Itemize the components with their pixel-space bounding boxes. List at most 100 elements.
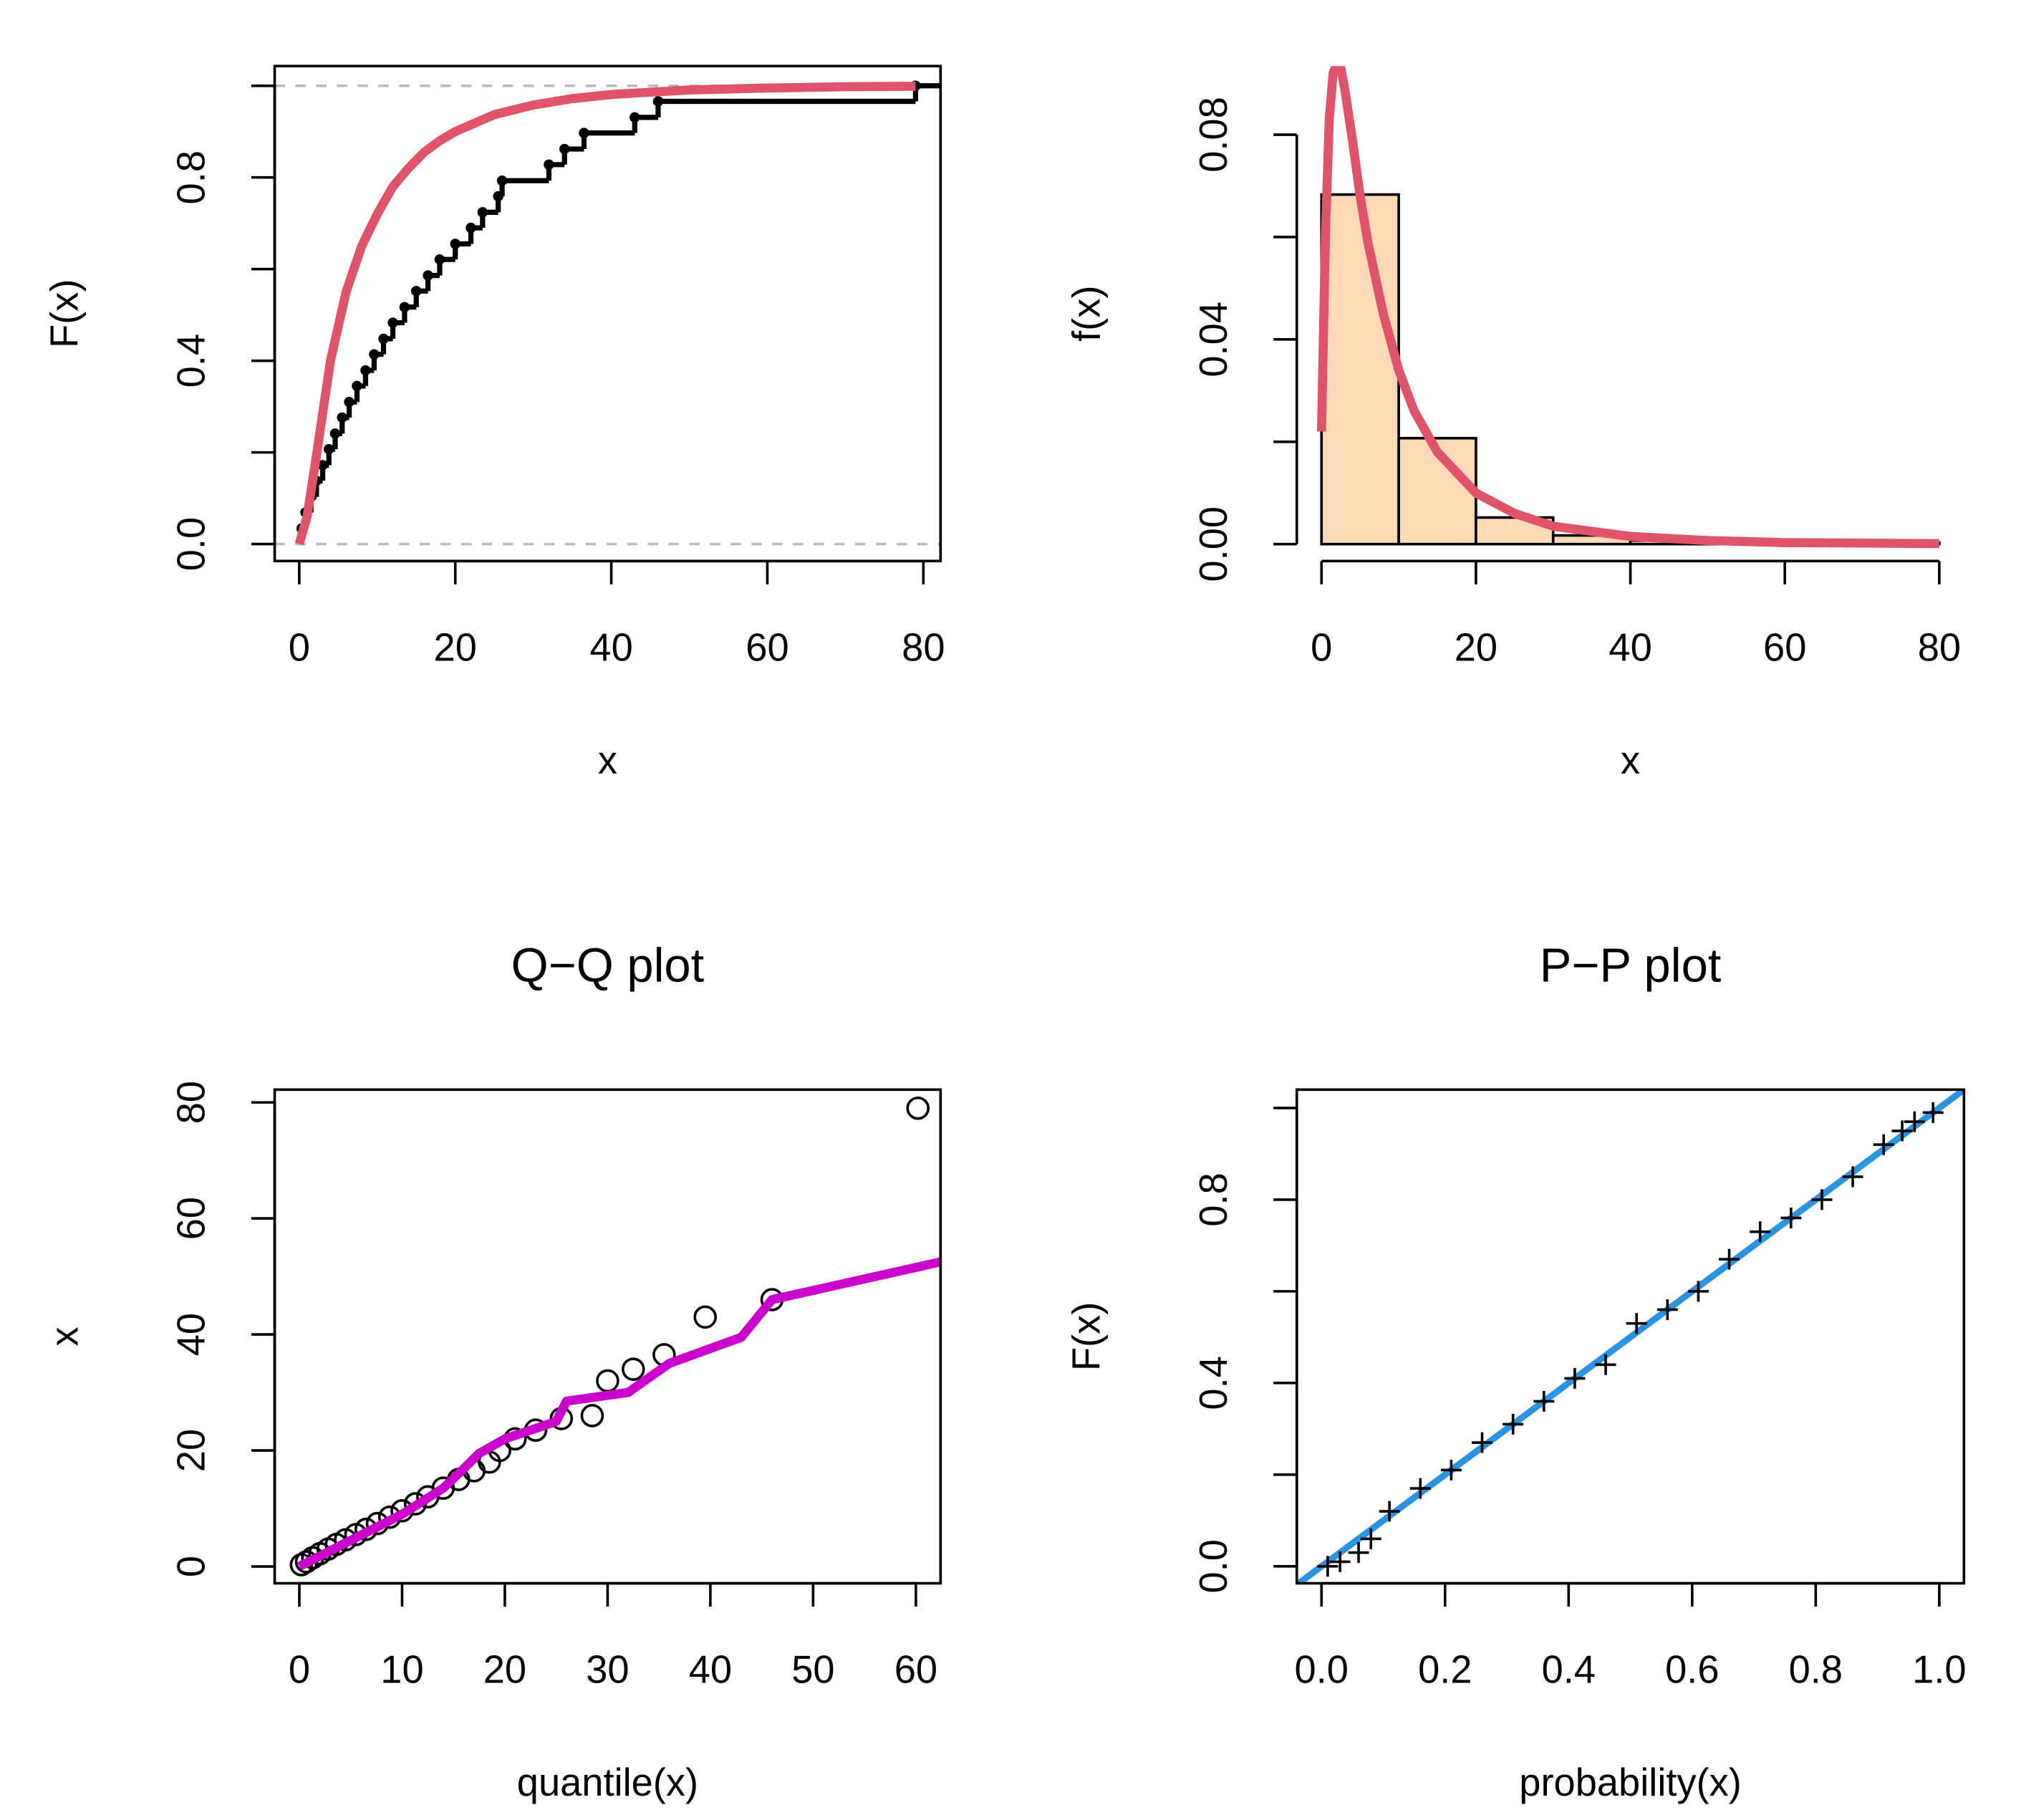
x-axis-label: x (1621, 739, 1640, 782)
step-point (477, 207, 488, 218)
x-axis-label: quantile(x) (517, 1761, 698, 1804)
x-tick-label: 0.8 (1789, 1649, 1843, 1692)
y-tick-label: 0.0 (170, 517, 213, 571)
y-tick-label: 0 (170, 1556, 213, 1577)
bar (1320, 193, 1400, 546)
fitted-line (1316, 66, 1939, 549)
fitted-line (297, 1257, 941, 1571)
step-point (411, 286, 422, 297)
x-axis-label: probability(x) (1519, 1761, 1742, 1804)
step-point (652, 96, 664, 107)
point (1811, 1189, 1833, 1210)
step-point (450, 239, 460, 249)
x-tick-label: 0 (1311, 626, 1332, 669)
point (580, 1404, 604, 1427)
panel: 0.0 0.2 0.4 0.6 0.8 1.0 0.0 0.4 0.8 probability(x… (1066, 939, 1967, 1804)
y-axis-label: f(x) (1066, 286, 1109, 342)
point (1922, 1102, 1944, 1123)
step-point (369, 349, 380, 360)
point (1891, 1120, 1913, 1142)
chart-title: Q−Q plot (511, 939, 705, 993)
panel: 0 10 20 30 40 50 60 0 20 40 60 80 quantile(x) x Q−Q pl… (43, 939, 942, 1804)
x-tick-label: 0.4 (1542, 1649, 1596, 1692)
chart-title: P−P plot (1540, 939, 1722, 993)
step-point (434, 254, 445, 265)
point (1564, 1367, 1586, 1389)
step-point (399, 302, 410, 313)
step-point (496, 175, 508, 186)
point (1533, 1390, 1555, 1412)
point (1348, 1542, 1369, 1564)
plot-area (274, 80, 941, 546)
step-point (387, 317, 398, 328)
point (1904, 1111, 1925, 1132)
plot-area (1316, 66, 1941, 549)
x-tick-label: 0.6 (1665, 1649, 1719, 1692)
point (1595, 1354, 1616, 1375)
point (1317, 1556, 1339, 1577)
y-axis-label: x (43, 1327, 86, 1346)
x-tick-label: 50 (791, 1649, 834, 1692)
step-point (317, 460, 328, 471)
step-point (559, 143, 570, 155)
x-tick-label: 0 (289, 626, 310, 669)
x-tick-label: 1.0 (1912, 1649, 1966, 1692)
x-tick-label: 60 (894, 1649, 937, 1692)
plot-area (1296, 1089, 1964, 1584)
y-tick-label: 80 (170, 1081, 213, 1124)
step-point (466, 222, 476, 233)
point (1379, 1501, 1400, 1522)
step-point (344, 397, 354, 408)
point (1440, 1459, 1462, 1480)
plot-box (273, 64, 942, 563)
point (622, 1357, 645, 1381)
point (596, 1369, 619, 1393)
step-point (579, 127, 589, 138)
plot-box (273, 1088, 942, 1585)
x-tick-label: 0 (289, 1649, 310, 1692)
step-point (329, 428, 341, 439)
point (1719, 1248, 1740, 1270)
point (1503, 1413, 1524, 1435)
y-tick-label: 0.08 (1192, 97, 1235, 173)
panel: 0 20 40 60 80 0.00 0.04 0.08 x f(x) (1066, 66, 1961, 782)
point (1842, 1166, 1863, 1188)
point (1750, 1221, 1771, 1243)
y-tick-label: 0.0 (1192, 1539, 1235, 1593)
point (1687, 1281, 1709, 1302)
y-tick-label: 40 (170, 1313, 213, 1356)
x-tick-label: 20 (483, 1649, 526, 1692)
x-tick-label: 40 (1608, 626, 1651, 669)
panel: 0 20 40 60 80 0.0 0.4 0.8 x F(x) (43, 64, 945, 782)
point (1329, 1551, 1351, 1572)
x-tick-label: 60 (1763, 626, 1806, 669)
x-tick-label: 0.2 (1418, 1649, 1472, 1692)
step-point (378, 333, 389, 345)
x-tick-label: 60 (746, 626, 788, 669)
point (1472, 1432, 1493, 1453)
y-tick-label: 0.4 (1192, 1356, 1235, 1410)
y-tick-label: 0.00 (1192, 506, 1235, 582)
x-tick-label: 80 (1918, 626, 1961, 669)
step-point (324, 443, 334, 455)
x-tick-label: 20 (1455, 626, 1497, 669)
point (1409, 1478, 1431, 1499)
step-point (352, 380, 362, 392)
point (1780, 1208, 1802, 1228)
fitted-line (294, 82, 916, 546)
x-tick-label: 10 (380, 1649, 423, 1692)
x-axis-label: x (598, 739, 617, 782)
point (1873, 1134, 1894, 1155)
x-tick-label: 0.0 (1295, 1649, 1349, 1692)
y-axis-label: F(x) (43, 279, 86, 348)
x-tick-label: 20 (434, 626, 477, 669)
point (1360, 1528, 1381, 1549)
point (906, 1096, 930, 1120)
y-tick-label: 60 (170, 1197, 213, 1240)
step-point (423, 270, 433, 281)
x-tick-label: 40 (589, 626, 632, 669)
point (1656, 1299, 1678, 1320)
step-point (337, 412, 347, 423)
y-tick-label: 20 (170, 1429, 213, 1472)
